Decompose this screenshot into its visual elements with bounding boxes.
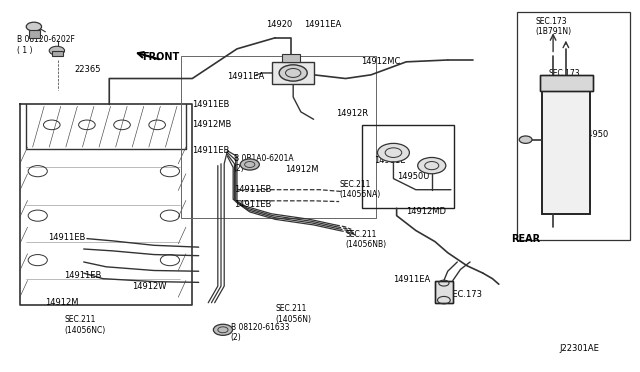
Text: SEC.211
(14056NA): SEC.211 (14056NA) <box>339 180 380 199</box>
Bar <box>516 12 630 240</box>
Text: B 08120-6202F
( 1 ): B 08120-6202F ( 1 ) <box>17 35 74 55</box>
Bar <box>540 75 593 92</box>
Bar <box>435 280 453 303</box>
Bar <box>542 92 590 214</box>
Bar <box>52 51 63 56</box>
Text: 14950: 14950 <box>582 130 608 140</box>
Text: 14912W: 14912W <box>132 282 166 291</box>
Circle shape <box>279 65 307 81</box>
Text: SEC.173: SEC.173 <box>448 290 483 299</box>
Text: REAR: REAR <box>511 234 541 244</box>
Text: 14912MD: 14912MD <box>406 208 446 217</box>
Text: 14912M: 14912M <box>45 298 79 307</box>
Bar <box>362 125 454 208</box>
Text: 14911EB: 14911EB <box>234 185 271 194</box>
Text: SEC.211
(14056NB): SEC.211 (14056NB) <box>346 230 387 250</box>
Text: J22301AE: J22301AE <box>559 344 599 353</box>
Text: 14911EB: 14911EB <box>65 271 102 280</box>
Text: SEC.173
(1B791N): SEC.173 (1B791N) <box>536 17 572 36</box>
Text: FRONT: FRONT <box>143 52 180 62</box>
Text: SEC.173
(17336YA): SEC.173 (17336YA) <box>548 69 588 88</box>
Text: 14911EB: 14911EB <box>192 146 230 155</box>
Circle shape <box>26 22 42 31</box>
Text: 14911EB: 14911EB <box>234 200 271 209</box>
Text: 14920: 14920 <box>266 20 292 29</box>
Text: 14950U: 14950U <box>397 172 429 181</box>
Text: 22365: 22365 <box>74 65 100 74</box>
Text: 14911EA: 14911EA <box>304 20 341 29</box>
Circle shape <box>49 46 65 55</box>
Text: 14911EA: 14911EA <box>394 275 431 284</box>
Bar <box>542 92 590 214</box>
Text: B 08120-61633
(2): B 08120-61633 (2) <box>230 323 289 342</box>
Text: B 0B1A0-6201A
(2): B 0B1A0-6201A (2) <box>234 154 293 173</box>
Text: 14911E: 14911E <box>374 155 406 164</box>
Text: SEC.173
(17335X): SEC.173 (17335X) <box>556 188 592 208</box>
Text: SEC.211
(14056NC): SEC.211 (14056NC) <box>65 315 106 335</box>
Text: 14911EB: 14911EB <box>49 233 86 243</box>
Text: 14911EB: 14911EB <box>192 100 230 109</box>
Circle shape <box>418 157 446 174</box>
Bar <box>181 56 376 218</box>
Text: SEC.211
(14056N): SEC.211 (14056N) <box>275 304 311 324</box>
Circle shape <box>213 324 232 335</box>
Circle shape <box>240 159 259 170</box>
Bar <box>272 62 314 84</box>
Bar <box>282 54 300 62</box>
Circle shape <box>519 136 532 143</box>
Text: 14912MB: 14912MB <box>192 121 232 129</box>
Bar <box>540 75 593 92</box>
Text: 14912R: 14912R <box>336 109 368 118</box>
Text: 14912MC: 14912MC <box>362 57 401 66</box>
Bar <box>29 31 40 38</box>
Text: 14911EA: 14911EA <box>227 72 265 81</box>
Text: 14912M: 14912M <box>285 165 318 174</box>
Bar <box>435 280 453 303</box>
Circle shape <box>378 143 410 162</box>
